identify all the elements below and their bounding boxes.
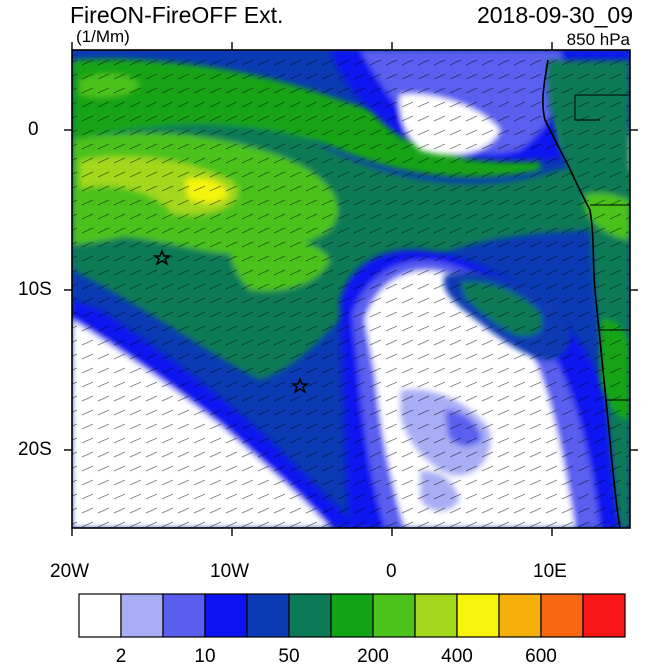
colorbar-swatch xyxy=(498,593,542,638)
lat-label: 0 xyxy=(28,119,39,140)
colorbar-swatch xyxy=(120,593,164,638)
lon-label: 10E xyxy=(533,561,567,582)
coastline xyxy=(542,59,621,528)
colorbar-label: 50 xyxy=(278,646,300,667)
lon-label: 10W xyxy=(210,561,250,582)
colorbar-swatch xyxy=(288,593,332,638)
colorbar-label: 2 xyxy=(115,646,127,667)
lon-label: 0 xyxy=(386,561,397,582)
colorbar-swatch xyxy=(582,593,626,638)
colorbar xyxy=(78,593,626,638)
colorbar-swatch xyxy=(414,593,458,638)
lat-label: 10S xyxy=(18,279,52,300)
colorbar-swatch xyxy=(204,593,248,638)
colorbar-swatch xyxy=(78,593,122,638)
map-frame xyxy=(71,49,631,529)
colorbar-swatch xyxy=(540,593,584,638)
colorbar-swatch xyxy=(372,593,416,638)
map-title: FireON-FireOFF Ext. xyxy=(70,2,284,28)
colorbar-swatch xyxy=(246,593,290,638)
country-borders xyxy=(574,94,630,401)
axis-ticks xyxy=(64,42,638,536)
location-marker-star xyxy=(152,248,172,266)
colorbar-label: 400 xyxy=(441,646,473,667)
colorbar-label: 200 xyxy=(357,646,389,667)
lon-label: 20W xyxy=(50,561,90,582)
colorbar-swatch xyxy=(456,593,500,638)
colorbar-swatch xyxy=(162,593,206,638)
map-datetime: 2018-09-30_09 xyxy=(476,2,633,28)
lat-label: 20S xyxy=(18,439,52,460)
shaded-field xyxy=(72,50,630,528)
wind-vectors xyxy=(72,50,630,528)
pressure-level-label: 850 hPa xyxy=(566,30,630,49)
colorbar-swatch xyxy=(330,593,374,638)
units-label: (1/Mm) xyxy=(76,27,130,46)
colorbar-label: 10 xyxy=(194,646,216,667)
colorbar-label: 600 xyxy=(525,646,557,667)
location-marker-star xyxy=(290,376,310,394)
